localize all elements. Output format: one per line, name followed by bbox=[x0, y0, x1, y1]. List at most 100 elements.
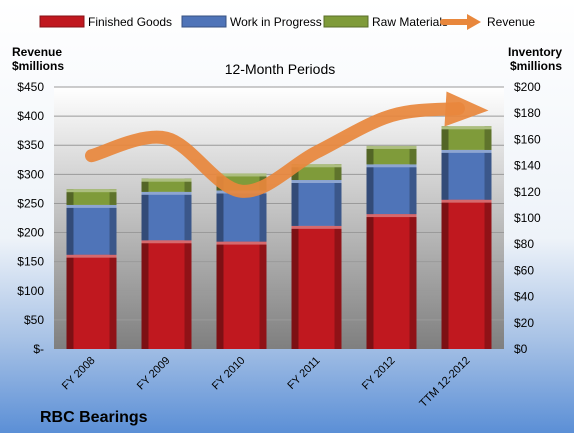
y-left-label-line1: Revenue bbox=[12, 45, 62, 59]
bar-shade-left bbox=[441, 199, 449, 349]
company-name: RBC Bearings bbox=[40, 409, 148, 426]
bar-fill bbox=[66, 204, 117, 255]
bar-highlight-top bbox=[141, 178, 192, 182]
bar-shade-right bbox=[409, 164, 417, 215]
bar-shade-right bbox=[184, 240, 192, 349]
bar-shade-right bbox=[334, 180, 342, 226]
bar-shade-right bbox=[184, 191, 192, 241]
bar-highlight-top bbox=[291, 164, 342, 168]
bar-segment-work-in-progress bbox=[141, 191, 192, 241]
bar-highlight-top bbox=[366, 164, 417, 168]
revenue-line-arrowhead bbox=[444, 91, 489, 127]
bar-shade-left bbox=[441, 149, 449, 200]
y-left-tick-label: $450 bbox=[17, 80, 44, 94]
legend-item-finished-goods: Finished Goods bbox=[39, 15, 172, 29]
revenue-line bbox=[85, 102, 465, 198]
bar-fill bbox=[441, 126, 492, 150]
bar-shade-left bbox=[216, 190, 224, 242]
bar-shade-right bbox=[334, 164, 342, 181]
legend-item-raw-materials: Raw Materials bbox=[323, 15, 448, 29]
legend: Finished Goods Work in Progress Raw Materi… bbox=[39, 14, 535, 30]
bar-highlight-top bbox=[291, 180, 342, 184]
bar-shade-right bbox=[484, 126, 492, 150]
legend-swatch bbox=[181, 15, 227, 28]
y-left-tick-label: $400 bbox=[17, 109, 44, 123]
y-right-tick-label: $120 bbox=[514, 185, 541, 199]
y-left-tick-label: $250 bbox=[17, 196, 44, 210]
legend-item-work-in-progress: Work in Progress bbox=[181, 15, 322, 29]
bar-shade-left bbox=[66, 254, 74, 349]
bar-fill bbox=[216, 190, 267, 242]
bar-segment-work-in-progress bbox=[291, 180, 342, 226]
bar-shade-right bbox=[259, 190, 267, 242]
bar-segment-finished-goods bbox=[291, 225, 342, 349]
bar-shade-left bbox=[141, 240, 149, 349]
bar-segment-finished-goods bbox=[366, 214, 417, 349]
bar-fill bbox=[441, 199, 492, 349]
bar-segment-raw-materials bbox=[66, 189, 117, 205]
bar-fill bbox=[291, 225, 342, 349]
bar-segment-finished-goods bbox=[66, 254, 117, 349]
y-right-tick-label: $200 bbox=[514, 80, 541, 94]
bar-highlight-top bbox=[66, 254, 117, 258]
legend-label: Finished Goods bbox=[88, 15, 172, 29]
y-right-tick-label: $80 bbox=[514, 237, 534, 251]
bar-shade-right bbox=[184, 178, 192, 192]
bar-shade-right bbox=[109, 254, 117, 349]
y-left-tick-label: $100 bbox=[17, 284, 44, 298]
y-left-tick-label: $200 bbox=[17, 226, 44, 240]
bar-segment-work-in-progress bbox=[66, 204, 117, 255]
bar-fill bbox=[141, 240, 192, 349]
y-right-tick-label: $20 bbox=[514, 316, 534, 330]
y-right-tick-label: $100 bbox=[514, 211, 541, 225]
bar-segment-finished-goods bbox=[441, 199, 492, 349]
bar-fill bbox=[441, 149, 492, 200]
y-left-tick-label: $- bbox=[33, 342, 44, 356]
y-left-tick-label: $150 bbox=[17, 255, 44, 269]
bar-fill bbox=[366, 145, 417, 165]
bar-highlight-top bbox=[441, 126, 492, 130]
bar-highlight-top bbox=[216, 173, 267, 177]
y-left-tick-label: $350 bbox=[17, 138, 44, 152]
bar-highlight-top bbox=[291, 225, 342, 229]
legend-item-revenue: Revenue bbox=[440, 14, 535, 30]
y-right-label-line1: Inventory bbox=[508, 45, 562, 59]
legend-swatch bbox=[39, 15, 85, 28]
bar-fill bbox=[291, 180, 342, 226]
legend-label: Work in Progress bbox=[230, 15, 322, 29]
bar-highlight-top bbox=[66, 189, 117, 193]
chart-title: 12-Month Periods bbox=[225, 61, 336, 77]
bar-segment-finished-goods bbox=[216, 241, 267, 349]
bar-fill bbox=[141, 178, 192, 192]
y-right-label-line2: $millions bbox=[510, 59, 562, 73]
bar-fill bbox=[216, 241, 267, 349]
bar-shade-left bbox=[141, 191, 149, 241]
bar-shade-left bbox=[441, 126, 449, 150]
bar-shade-left bbox=[291, 225, 299, 349]
bar-shade-right bbox=[109, 204, 117, 255]
bar-highlight-top bbox=[141, 191, 192, 195]
y-left-tick-label: $300 bbox=[17, 167, 44, 181]
y-right-tick-label: $0 bbox=[514, 342, 528, 356]
bar-shade-left bbox=[291, 180, 299, 226]
bar-segment-work-in-progress bbox=[216, 190, 267, 242]
bar-shade-right bbox=[109, 189, 117, 205]
bar-fill bbox=[141, 191, 192, 241]
bar-highlight-top bbox=[141, 240, 192, 244]
y-right-tick-label: $60 bbox=[514, 263, 534, 277]
legend-swatch bbox=[323, 15, 369, 28]
bar-shade-right bbox=[484, 199, 492, 349]
bar-highlight-top bbox=[66, 204, 117, 208]
bar-fill bbox=[366, 214, 417, 349]
bar-fill bbox=[366, 164, 417, 215]
bar-segment-raw-materials bbox=[141, 178, 192, 192]
bar-fill bbox=[66, 254, 117, 349]
bar-shade-right bbox=[484, 149, 492, 200]
bar-segment-work-in-progress bbox=[366, 164, 417, 215]
bar-shade-left bbox=[366, 214, 374, 349]
bar-segment-finished-goods bbox=[141, 240, 192, 349]
bar-highlight-top bbox=[366, 214, 417, 218]
bar-shade-right bbox=[409, 214, 417, 349]
